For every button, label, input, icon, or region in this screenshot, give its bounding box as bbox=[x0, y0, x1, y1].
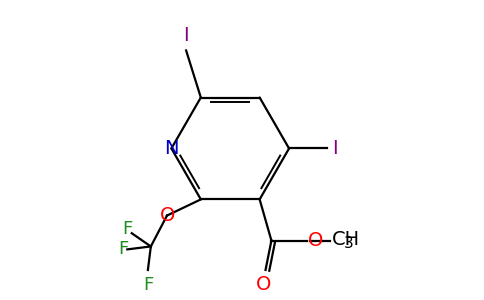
Text: F: F bbox=[122, 220, 133, 238]
Text: I: I bbox=[183, 26, 189, 45]
Text: 3: 3 bbox=[344, 236, 353, 251]
Text: O: O bbox=[257, 275, 272, 294]
Text: I: I bbox=[332, 139, 337, 158]
Text: O: O bbox=[160, 206, 176, 225]
Text: O: O bbox=[308, 231, 323, 250]
Text: CH: CH bbox=[333, 230, 361, 249]
Text: F: F bbox=[143, 276, 153, 294]
Text: N: N bbox=[164, 139, 179, 158]
Text: F: F bbox=[118, 240, 128, 258]
